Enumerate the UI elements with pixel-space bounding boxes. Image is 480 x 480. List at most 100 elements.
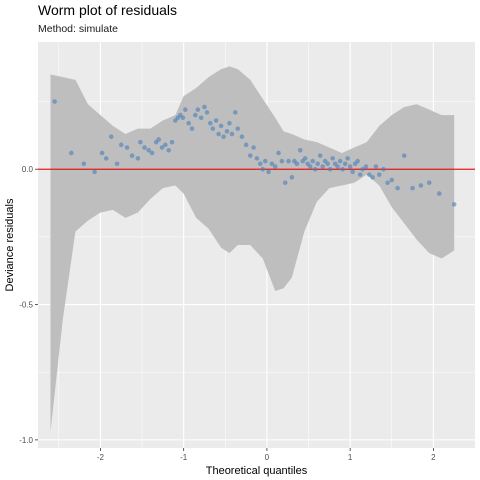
residual-point [370, 175, 375, 180]
residual-point [159, 145, 165, 150]
residual-point [307, 164, 313, 169]
residual-point [347, 164, 353, 169]
axis-ticks: -2 -1 0 1 2 -1.0 -0.5 0.0 [19, 165, 436, 462]
residual-point [276, 150, 281, 156]
residual-point [289, 175, 295, 180]
residual-point [103, 156, 109, 161]
x-tick-label: 0 [265, 453, 270, 462]
x-tick-label: -1 [180, 453, 188, 462]
residual-point [254, 156, 260, 161]
chart-title: Worm plot of residuals [38, 2, 177, 18]
y-tick-label: -0.5 [19, 301, 33, 310]
residual-point [257, 161, 263, 167]
residual-point [239, 134, 245, 140]
residual-point [81, 161, 87, 167]
residual-point [279, 158, 285, 164]
residual-point [357, 172, 363, 177]
x-tick-label: -2 [97, 453, 105, 462]
residual-point [451, 202, 457, 207]
residual-point [124, 145, 130, 150]
y-tick-label: -1.0 [19, 436, 33, 445]
residual-point [376, 172, 382, 177]
residual-point [129, 153, 135, 158]
residual-point [156, 137, 161, 142]
residual-point [227, 120, 232, 126]
residual-point [381, 166, 386, 172]
residual-point [436, 191, 442, 196]
residual-point [272, 164, 278, 169]
residual-point [269, 161, 275, 167]
residual-point [118, 142, 124, 148]
residual-point [138, 139, 143, 145]
residual-point [180, 115, 186, 121]
residual-point [204, 110, 210, 115]
residual-point [232, 110, 238, 115]
y-tick-label: 0.0 [22, 165, 34, 174]
residual-point [189, 126, 195, 131]
residual-point [410, 185, 415, 191]
residual-point [142, 145, 147, 150]
residual-point [229, 131, 235, 137]
residual-point [210, 126, 216, 131]
residual-point [418, 183, 424, 188]
residual-point [426, 180, 432, 186]
residual-point [315, 161, 320, 167]
residual-point [342, 161, 348, 167]
residual-points [52, 99, 457, 207]
residual-point [114, 161, 120, 167]
residual-point [363, 164, 369, 169]
residual-point [135, 156, 141, 161]
residual-point [251, 145, 256, 150]
x-tick-label: 2 [431, 453, 436, 462]
residual-point [92, 169, 97, 175]
residual-point [335, 164, 340, 169]
residual-point [286, 158, 291, 164]
residual-point [247, 153, 253, 158]
residual-point [166, 147, 171, 153]
residual-point [169, 139, 175, 145]
residual-point [99, 150, 105, 156]
residual-point [366, 172, 372, 177]
residual-point [193, 112, 198, 118]
residual-point [183, 107, 188, 112]
residual-point [262, 158, 268, 164]
residual-point [337, 158, 343, 164]
confidence-band [50, 66, 455, 432]
residual-point [52, 99, 57, 104]
residual-point [221, 134, 226, 140]
residual-point [385, 180, 390, 186]
residual-point [149, 150, 155, 156]
residual-point [327, 166, 333, 172]
residual-point [310, 158, 315, 164]
residual-point [195, 107, 201, 112]
residual-point [389, 177, 395, 183]
residual-point [216, 131, 221, 137]
residual-point [213, 118, 219, 123]
residual-point [355, 158, 360, 164]
residual-point [198, 115, 204, 121]
residual-point [373, 164, 379, 169]
residual-point [108, 134, 114, 140]
residual-point [340, 166, 345, 172]
chart-subtitle: Method: simulate [38, 23, 118, 35]
residual-point [282, 180, 288, 186]
residual-point [350, 169, 355, 175]
residual-point [325, 161, 330, 167]
residual-point [317, 153, 323, 158]
residual-point [401, 153, 407, 158]
residual-point [235, 126, 241, 131]
residual-point [312, 166, 318, 172]
residual-point [294, 161, 300, 167]
residual-point [330, 156, 335, 161]
residual-point [224, 129, 230, 134]
residual-point [68, 150, 74, 156]
residual-point [186, 120, 191, 126]
residual-point [320, 164, 325, 169]
x-tick-label: 1 [348, 453, 353, 462]
residual-point [260, 166, 266, 172]
residual-point [146, 147, 152, 153]
residual-point [345, 156, 350, 161]
y-axis-label: Deviance residuals [4, 198, 16, 291]
residual-point [302, 156, 308, 161]
